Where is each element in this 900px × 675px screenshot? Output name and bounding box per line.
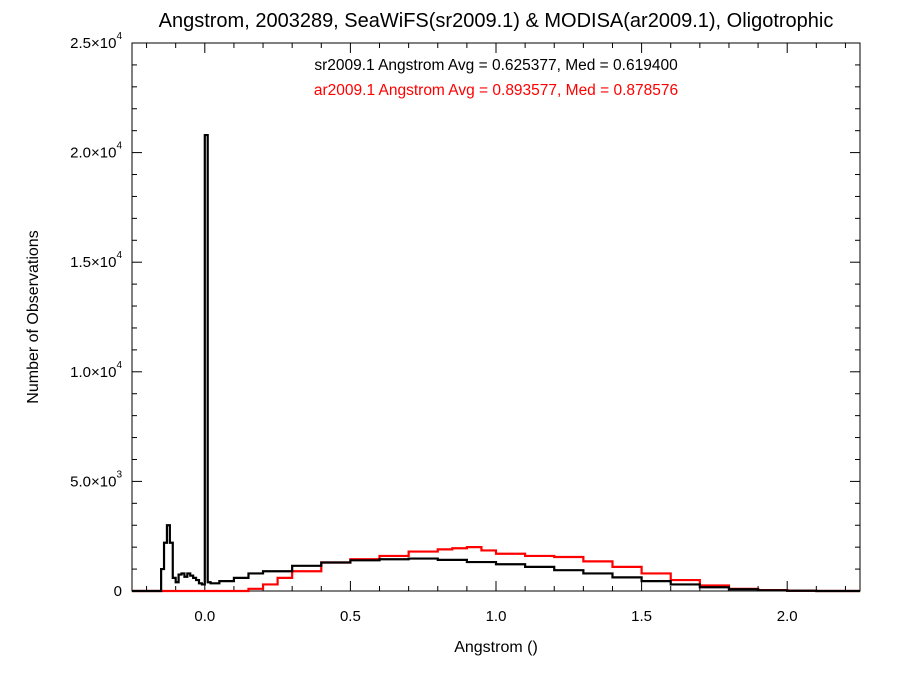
- tick-labels: 0.0 0.5 1.0 1.5 2.0 0 5.0×103 1.0×104 1.5×104 2.0…: [70, 31, 797, 625]
- x-axis-label: Angstrom (): [454, 639, 538, 656]
- plot-frame: [131, 42, 861, 592]
- x-tick-label: 2.0: [777, 608, 798, 625]
- x-tick-label: 1.5: [631, 608, 652, 625]
- x-tick-label: 0.5: [340, 608, 361, 625]
- y-axis-label: Number of Observations: [25, 230, 42, 403]
- y-tick-label: 2.0×104: [70, 141, 122, 162]
- y-tick-label: 2.5×104: [70, 31, 122, 52]
- annotation-ar2009: ar2009.1 Angstrom Avg = 0.893577, Med = …: [314, 82, 678, 99]
- y-tick-label: 1.5×104: [70, 250, 122, 271]
- y-tick-label: 0: [114, 583, 122, 600]
- series-sr2009-line: [132, 133, 860, 593]
- chart-title: Angstrom, 2003289, SeaWiFS(sr2009.1) & M…: [159, 10, 834, 32]
- y-tick-label: 1.0×104: [70, 360, 122, 381]
- x-tick-label: 0.0: [194, 608, 215, 625]
- annotation-sr2009: sr2009.1 Angstrom Avg = 0.625377, Med = …: [314, 57, 678, 74]
- series-layer: [132, 133, 860, 593]
- series-ar2009-line: [132, 546, 860, 593]
- axis-ticks: [132, 42, 860, 592]
- x-tick-label: 1.0: [486, 608, 507, 625]
- y-tick-label: 5.0×103: [70, 469, 122, 490]
